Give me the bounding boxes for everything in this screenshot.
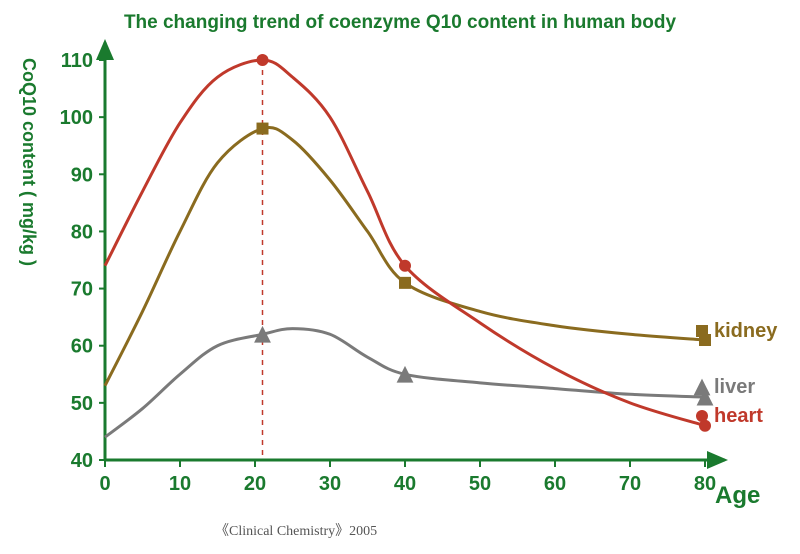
svg-text:0: 0: [99, 473, 110, 495]
svg-text:70: 70: [71, 279, 93, 301]
svg-text:30: 30: [319, 473, 341, 495]
svg-text:liver: liver: [714, 376, 755, 398]
svg-text:60: 60: [544, 473, 566, 495]
svg-text:50: 50: [71, 393, 93, 415]
svg-text:40: 40: [394, 473, 416, 495]
citation-text: 《Clinical Chemistry》2005: [215, 520, 377, 540]
svg-text:90: 90: [71, 164, 93, 186]
svg-text:70: 70: [619, 473, 641, 495]
svg-text:heart: heart: [714, 405, 763, 427]
svg-text:100: 100: [60, 107, 93, 129]
svg-text:110: 110: [61, 50, 93, 72]
svg-text:80: 80: [71, 221, 93, 243]
svg-text:40: 40: [71, 450, 93, 472]
svg-text:50: 50: [469, 473, 491, 495]
x-axis-label: Age: [715, 482, 760, 510]
svg-text:10: 10: [169, 473, 191, 495]
chart-svg: 40 50 60 70 80 90 100 110 0 10 20 30 40 50 60 70 80 liver…: [0, 0, 800, 554]
svg-text:20: 20: [244, 473, 266, 495]
svg-text:80: 80: [694, 473, 716, 495]
svg-text:60: 60: [71, 336, 93, 358]
svg-text:kidney: kidney: [714, 320, 778, 342]
